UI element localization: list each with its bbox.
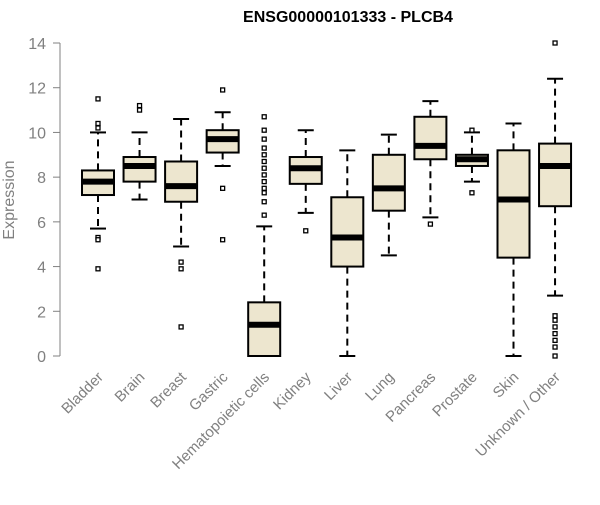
category-label: Bladder (58, 369, 107, 418)
outlier-point (178, 259, 184, 265)
outlier-point (552, 317, 558, 323)
outlier-point (552, 337, 558, 344)
box-skin (496, 122, 531, 357)
box-pancreas (413, 100, 448, 227)
category-label: Skin (490, 369, 523, 402)
y-tick-label-2: 2 (37, 304, 46, 321)
outlier-point (219, 237, 226, 243)
outlier-point (552, 313, 558, 319)
outlier-point (261, 178, 267, 185)
box-series (81, 40, 573, 359)
box-breast (164, 118, 199, 330)
box-iqr (330, 196, 365, 268)
outlier-point (95, 120, 101, 127)
outlier-point (261, 185, 267, 191)
chart-title: ENSG00000101333 - PLCB4 (243, 9, 453, 26)
box-iqr (371, 153, 406, 212)
outlier-point (261, 152, 267, 158)
outlier-point (261, 165, 267, 171)
outlier-point (95, 96, 101, 102)
outlier-point (261, 114, 267, 120)
y-tick-label-14: 14 (28, 36, 46, 53)
box-prostate (454, 127, 489, 196)
outlier-point (552, 40, 558, 46)
box-liver (330, 149, 365, 357)
box-iqr (538, 142, 573, 208)
y-tick-label-12: 12 (28, 81, 46, 98)
outlier-point (95, 266, 101, 272)
y-tick-label-8: 8 (37, 170, 46, 187)
category-label: Lung (362, 369, 398, 405)
outlier-point (261, 127, 267, 133)
box-iqr (413, 115, 448, 161)
outlier-point (469, 190, 475, 196)
outlier-point (219, 87, 226, 93)
outlier-point (303, 228, 309, 234)
outlier-point (261, 145, 267, 151)
outlier-point (261, 136, 267, 142)
outlier-point (261, 190, 267, 196)
outlier-point (95, 125, 101, 131)
outlier-point (178, 324, 184, 330)
box-gastric (205, 87, 240, 243)
box-iqr (496, 149, 531, 259)
box-iqr (122, 156, 157, 183)
box-brain (122, 102, 157, 201)
y-tick-label-10: 10 (28, 125, 46, 142)
outlier-point (552, 330, 558, 337)
y-axis-label: Expression (1, 160, 18, 239)
outlier-point (261, 158, 267, 165)
outlier-point (552, 324, 558, 330)
box-lung (371, 133, 406, 257)
box-hematopoietic-cells (247, 114, 282, 358)
y-tick-label-4: 4 (37, 260, 46, 277)
outlier-point (95, 237, 101, 243)
box-iqr (164, 160, 199, 203)
outlier-point (469, 127, 475, 133)
category-label: Liver (321, 369, 356, 404)
outlier-point (552, 353, 558, 359)
outlier-point (261, 199, 267, 205)
box-bladder (81, 96, 115, 272)
box-iqr (247, 301, 282, 358)
outlier-point (261, 172, 267, 178)
category-label: Kidney (270, 368, 315, 413)
box-kidney (288, 129, 323, 234)
outlier-point (178, 266, 184, 272)
box-unknown-other (538, 40, 573, 359)
outlier-point (427, 221, 434, 227)
outlier-point (261, 212, 267, 218)
y-tick-label-6: 6 (37, 215, 46, 232)
category-label: Breast (147, 368, 190, 411)
outlier-point (136, 107, 143, 113)
category-label: Brain (112, 369, 149, 406)
y-tick-label-0: 0 (37, 349, 46, 366)
outlier-point (136, 102, 143, 109)
category-label: Prostate (429, 369, 481, 421)
outlier-point (219, 185, 226, 191)
outlier-point (552, 344, 558, 350)
y-axis: 0 2 4 6 8 10 12 14 (28, 36, 61, 366)
